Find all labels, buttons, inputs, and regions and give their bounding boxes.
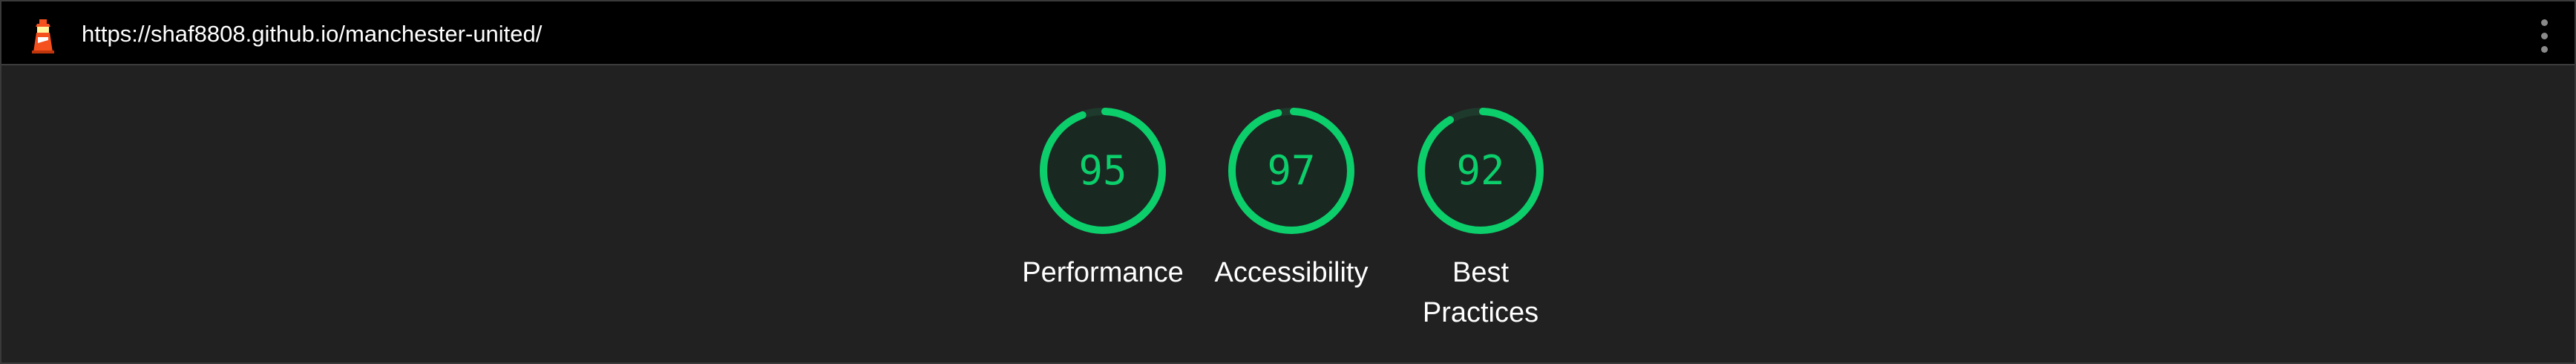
accessibility-label: Accessibility <box>1214 257 1369 288</box>
accessibility-gauge[interactable]: 97 <box>1225 104 1358 238</box>
vertical-dots-menu-icon[interactable] <box>2537 19 2552 53</box>
lighthouse-icon <box>32 19 54 53</box>
performance-gauge-ring <box>1040 108 1166 234</box>
best-practices-score: 92 <box>1456 147 1505 194</box>
accessibility-score: 97 <box>1267 147 1316 194</box>
accessibility-gauge-ring <box>1228 108 1354 234</box>
report-topbar: https://shaf8808.github.io/manchester-un… <box>1 1 2575 65</box>
report-url[interactable]: https://shaf8808.github.io/manchester-un… <box>82 21 543 47</box>
performance-gauge[interactable]: 95 <box>1036 104 1170 238</box>
performance-label: Performance <box>1022 257 1184 288</box>
performance-score: 95 <box>1078 147 1127 194</box>
best-practices-gauge[interactable]: 92 <box>1414 104 1547 238</box>
best-practices-label: Best Practices <box>1422 257 1539 328</box>
best-practices-gauge-ring <box>1418 108 1544 234</box>
